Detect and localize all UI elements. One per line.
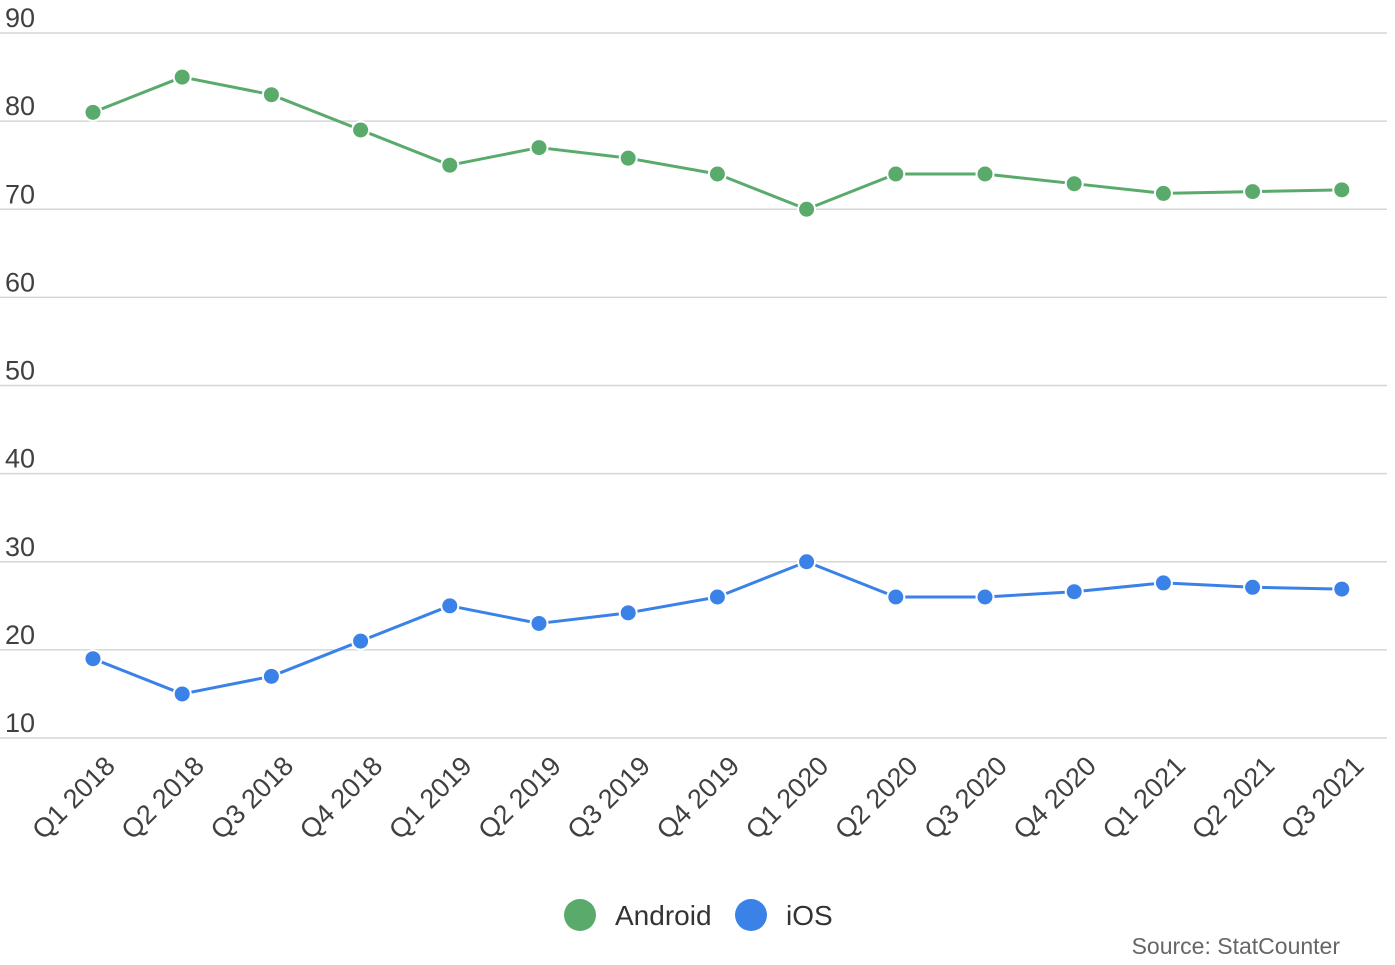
data-point xyxy=(1332,180,1352,200)
x-tick-label: Q2 2018 xyxy=(116,751,210,845)
data-point xyxy=(797,552,817,572)
data-point xyxy=(1153,183,1173,203)
y-tick-label: 90 xyxy=(5,3,35,33)
data-point xyxy=(1332,579,1352,599)
y-tick-label: 60 xyxy=(5,267,35,297)
data-point xyxy=(886,587,906,607)
data-point xyxy=(1243,182,1263,202)
data-point xyxy=(797,199,817,219)
legend-label-android: Android xyxy=(615,900,712,931)
x-tick-label: Q1 2018 xyxy=(26,751,120,845)
y-tick-label: 10 xyxy=(5,708,35,738)
y-tick-label: 30 xyxy=(5,532,35,562)
x-tick-label: Q2 2019 xyxy=(472,751,566,845)
series-ios xyxy=(83,552,1352,704)
y-tick-label: 20 xyxy=(5,620,35,650)
x-tick-label: Q3 2020 xyxy=(918,751,1012,845)
y-tick-label: 40 xyxy=(5,444,35,474)
data-point xyxy=(261,666,281,686)
data-point xyxy=(886,164,906,184)
data-point xyxy=(351,631,371,651)
legend: Android iOS xyxy=(564,899,833,931)
series-android xyxy=(83,67,1352,219)
y-axis-tick-labels: 10 20 30 40 50 60 70 80 90 xyxy=(5,3,35,738)
x-tick-label: Q3 2021 xyxy=(1275,751,1369,845)
data-point xyxy=(529,138,549,158)
source-label: Source: StatCounter xyxy=(1132,933,1341,959)
data-point xyxy=(172,67,192,87)
x-tick-label: Q3 2019 xyxy=(562,751,656,845)
x-tick-label: Q2 2020 xyxy=(829,751,923,845)
data-point xyxy=(1243,577,1263,597)
x-tick-label: Q4 2019 xyxy=(651,751,745,845)
data-point xyxy=(83,102,103,122)
data-point xyxy=(261,85,281,105)
x-tick-label: Q2 2021 xyxy=(1186,751,1280,845)
data-point xyxy=(1064,582,1084,602)
legend-marker-ios xyxy=(735,899,767,931)
legend-label-ios: iOS xyxy=(786,900,833,931)
data-point xyxy=(351,120,371,140)
data-point xyxy=(440,596,460,616)
series-lines xyxy=(83,67,1352,704)
y-tick-label: 50 xyxy=(5,356,35,386)
data-point xyxy=(707,587,727,607)
x-tick-label: Q1 2020 xyxy=(740,751,834,845)
x-tick-label: Q4 2018 xyxy=(294,751,388,845)
data-point xyxy=(707,164,727,184)
grid-lines xyxy=(0,32,1387,739)
x-tick-label: Q1 2019 xyxy=(383,751,477,845)
legend-marker-android xyxy=(564,899,596,931)
data-point xyxy=(618,148,638,168)
data-point xyxy=(975,164,995,184)
data-point xyxy=(172,684,192,704)
data-point xyxy=(975,587,995,607)
y-tick-label: 70 xyxy=(5,179,35,209)
data-point xyxy=(1153,573,1173,593)
x-tick-label: Q1 2021 xyxy=(1097,751,1191,845)
data-point xyxy=(440,155,460,175)
data-point xyxy=(83,649,103,669)
x-tick-label: Q3 2018 xyxy=(205,751,299,845)
data-point xyxy=(618,603,638,623)
data-point xyxy=(529,613,549,633)
y-tick-label: 80 xyxy=(5,91,35,121)
data-point xyxy=(1064,174,1084,194)
x-tick-label: Q4 2020 xyxy=(1008,751,1102,845)
